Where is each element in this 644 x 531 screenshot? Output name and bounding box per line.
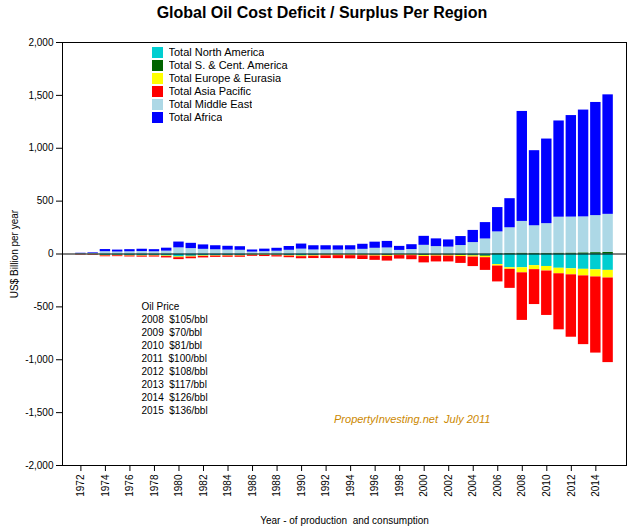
html-text:Total Europe & Eurasia: Total Europe & Eurasia [168, 72, 281, 84]
svg-text:2,000: 2,000 [28, 37, 53, 48]
svg-text:1972: 1972 [75, 474, 86, 497]
svg-text:1992: 1992 [320, 474, 331, 497]
svg-text:2010: 2010 [541, 474, 552, 497]
svg-text:2002: 2002 [443, 474, 454, 497]
svg-text:1980: 1980 [173, 474, 184, 497]
svg-text:2000: 2000 [418, 474, 429, 497]
svg-text:2008: 2008 [516, 474, 527, 497]
html-text:Total Africa: Total Africa [168, 111, 223, 123]
html-text:Global Oil Cost Deficit / Surp: Global Oil Cost Deficit / Surplus Per Re… [156, 4, 488, 21]
html-text:Total S. & Cent. America: Total S. & Cent. America [168, 59, 288, 71]
svg-text:1998: 1998 [394, 474, 405, 497]
svg-text:1996: 1996 [369, 474, 380, 497]
svg-text:1,500: 1,500 [28, 90, 53, 101]
svg-text:1990: 1990 [296, 474, 307, 497]
svg-text:-1,500: -1,500 [25, 407, 54, 418]
svg-text:500: 500 [37, 195, 54, 206]
html-text:Total Asia Pacific: Total Asia Pacific [168, 85, 251, 97]
svg-text:2012: 2012 [566, 474, 577, 497]
svg-text:0: 0 [48, 248, 54, 259]
svg-text:-2,000: -2,000 [25, 460, 54, 471]
svg-text:PropertyInvesting.net July 20: PropertyInvesting.net July 2011 [334, 413, 490, 425]
svg-text:1978: 1978 [149, 474, 160, 497]
svg-text:1984: 1984 [222, 474, 233, 497]
svg-text:Year - of production and cons: Year - of production and consumption [260, 515, 429, 526]
svg-text:1974: 1974 [100, 474, 111, 497]
html-text:Total Middle East: Total Middle East [168, 98, 253, 110]
svg-text:1982: 1982 [198, 474, 209, 497]
svg-text:1986: 1986 [247, 474, 258, 497]
svg-text:1,000: 1,000 [28, 142, 53, 153]
svg-text:1976: 1976 [124, 474, 135, 497]
svg-text:2006: 2006 [492, 474, 503, 497]
svg-text:2004: 2004 [467, 474, 478, 497]
svg-text:2014: 2014 [590, 474, 601, 497]
html-text:Total North America: Total North America [168, 46, 265, 58]
svg-text:Oil Price2008 $105/bbl2009 $: Oil Price2008 $105/bbl2009 $70/bbl2010 $… [141, 301, 207, 416]
svg-text:1994: 1994 [345, 474, 356, 497]
svg-text:1988: 1988 [271, 474, 282, 497]
svg-text:-1,000: -1,000 [25, 354, 54, 365]
svg-text:-500: -500 [33, 301, 53, 312]
svg-text:US$ Billion per year: US$ Billion per year [9, 209, 20, 298]
